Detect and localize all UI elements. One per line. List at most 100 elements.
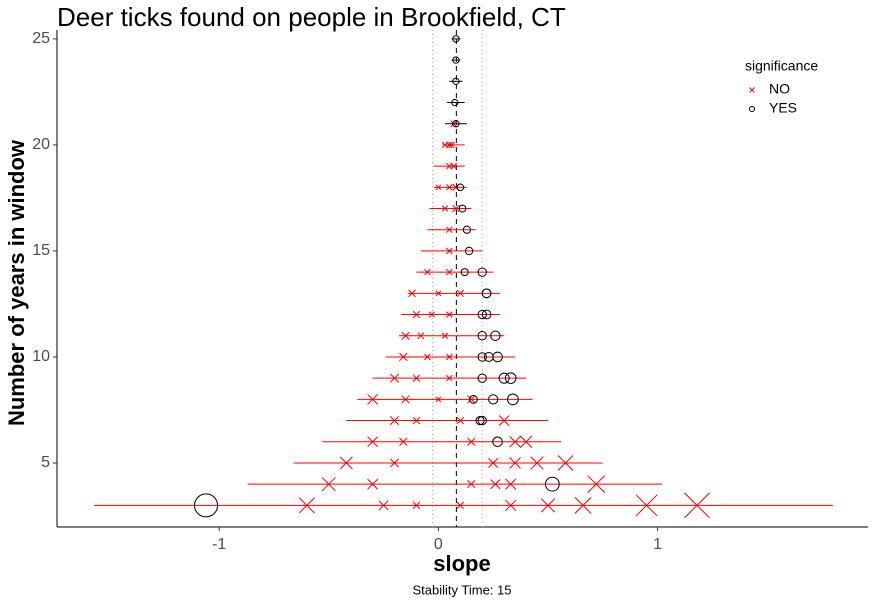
point bbox=[367, 478, 379, 490]
point bbox=[321, 477, 336, 492]
point bbox=[462, 225, 471, 234]
point bbox=[557, 455, 574, 471]
point bbox=[389, 458, 400, 468]
point bbox=[477, 352, 487, 362]
point bbox=[490, 479, 501, 490]
point bbox=[492, 351, 503, 363]
point bbox=[507, 393, 519, 406]
point bbox=[298, 497, 315, 514]
point bbox=[467, 395, 476, 404]
point bbox=[412, 416, 421, 425]
point bbox=[446, 141, 453, 149]
point bbox=[488, 457, 499, 468]
point bbox=[504, 372, 517, 384]
legend-title: significance bbox=[745, 58, 818, 74]
point bbox=[456, 501, 465, 510]
point bbox=[446, 353, 453, 361]
point bbox=[194, 493, 219, 518]
x-tick-label: 1 bbox=[653, 536, 662, 553]
point bbox=[448, 141, 455, 149]
point bbox=[378, 500, 389, 511]
point bbox=[339, 456, 353, 470]
point bbox=[498, 415, 510, 426]
x-tick-label: -1 bbox=[212, 536, 226, 553]
point bbox=[464, 246, 474, 256]
point bbox=[635, 494, 658, 517]
point bbox=[441, 332, 449, 339]
point bbox=[488, 394, 499, 405]
point bbox=[540, 498, 556, 513]
point bbox=[574, 496, 592, 514]
point bbox=[498, 372, 510, 384]
y-axis-label: Number of years in window bbox=[4, 139, 29, 426]
point bbox=[401, 395, 410, 404]
x-axis-label: slope bbox=[433, 551, 490, 576]
point bbox=[446, 184, 453, 191]
point bbox=[428, 311, 435, 318]
point bbox=[481, 309, 492, 320]
point bbox=[424, 268, 431, 276]
legend-marker bbox=[749, 106, 755, 112]
point bbox=[401, 331, 410, 340]
point bbox=[505, 499, 517, 512]
point bbox=[458, 204, 467, 213]
point bbox=[477, 267, 487, 277]
point bbox=[467, 480, 476, 489]
point bbox=[509, 457, 521, 469]
y-tick-label: 5 bbox=[41, 454, 50, 471]
point bbox=[481, 288, 492, 299]
point bbox=[367, 393, 379, 405]
point bbox=[441, 141, 449, 149]
point bbox=[446, 268, 453, 276]
y-tick-label: 25 bbox=[32, 30, 50, 47]
point bbox=[408, 289, 416, 298]
point bbox=[399, 352, 408, 362]
point bbox=[389, 416, 400, 426]
point bbox=[452, 35, 460, 43]
point bbox=[477, 309, 487, 320]
point bbox=[452, 204, 460, 213]
point bbox=[446, 247, 453, 255]
legend-label: NO bbox=[769, 81, 790, 97]
point bbox=[452, 77, 460, 85]
x-tick-label: 0 bbox=[434, 536, 443, 553]
point bbox=[446, 226, 453, 234]
point bbox=[450, 162, 458, 170]
point bbox=[452, 56, 460, 64]
point bbox=[587, 475, 606, 494]
point bbox=[530, 456, 544, 470]
point bbox=[684, 492, 710, 519]
point bbox=[490, 330, 501, 341]
point bbox=[460, 268, 469, 277]
point bbox=[450, 120, 458, 128]
point bbox=[389, 373, 400, 383]
point bbox=[435, 184, 442, 191]
point bbox=[451, 98, 459, 107]
point bbox=[412, 310, 421, 319]
point bbox=[477, 373, 487, 383]
point bbox=[446, 311, 453, 318]
point bbox=[417, 332, 425, 340]
y-tick-label: 20 bbox=[32, 136, 50, 153]
point bbox=[477, 415, 487, 426]
point bbox=[456, 289, 465, 298]
point bbox=[509, 435, 521, 448]
point bbox=[412, 374, 421, 382]
point bbox=[452, 120, 460, 128]
point bbox=[435, 290, 442, 297]
point bbox=[456, 183, 465, 192]
point bbox=[505, 478, 517, 490]
point bbox=[456, 416, 465, 425]
point bbox=[367, 436, 379, 448]
point bbox=[467, 437, 476, 446]
point bbox=[441, 205, 449, 212]
point bbox=[412, 501, 421, 510]
y-tick-label: 15 bbox=[32, 242, 50, 259]
y-tick-label: 10 bbox=[32, 348, 50, 365]
point bbox=[424, 353, 431, 361]
point bbox=[492, 436, 503, 448]
legend-label: YES bbox=[769, 100, 797, 116]
point bbox=[446, 374, 453, 382]
legend-marker bbox=[749, 87, 755, 93]
caption: Stability Time: 15 bbox=[413, 582, 512, 597]
